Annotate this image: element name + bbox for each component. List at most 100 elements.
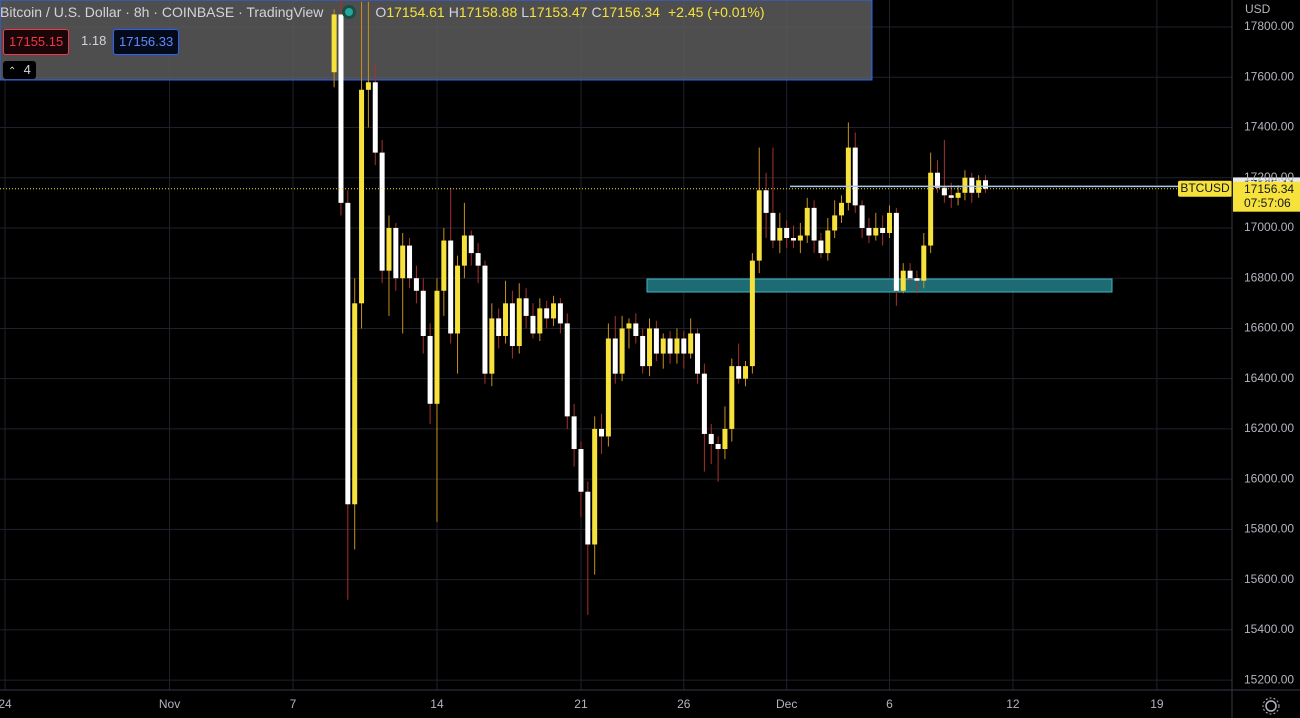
candle-body <box>797 235 803 241</box>
candle-body <box>941 187 947 196</box>
y-tick-label: 17600.00 <box>1244 69 1294 83</box>
candle-body <box>873 227 879 236</box>
ohlc-value: 17154.61 <box>386 4 445 20</box>
y-tick-label: 15600.00 <box>1244 572 1294 586</box>
candle-body <box>647 328 653 367</box>
last-price-label: 17156.34 <box>1244 182 1294 196</box>
x-tick-label: 12 <box>1006 697 1020 711</box>
candle-body <box>722 428 728 450</box>
y-tick-label: 16800.00 <box>1244 270 1294 284</box>
candle-body <box>887 212 893 233</box>
candle-body <box>338 14 344 203</box>
candle-body <box>962 177 968 193</box>
candle-body <box>660 338 666 354</box>
candle-body <box>893 212 899 291</box>
candle-body <box>571 416 577 450</box>
candle-body <box>509 303 515 347</box>
candle-body <box>434 290 440 404</box>
candle-body <box>448 240 454 334</box>
y-tick-label: 16600.00 <box>1244 321 1294 335</box>
candle-body <box>544 308 550 319</box>
x-tick-label: 6 <box>886 697 893 711</box>
candle-body <box>825 230 831 254</box>
candle-body <box>914 278 920 281</box>
candle-body <box>352 303 358 505</box>
ohlc: O17154.61 H17158.88 L17153.47 C17156.34 <box>375 4 664 20</box>
ohlc-key: C <box>591 4 602 20</box>
candle-body <box>818 240 824 254</box>
x-tick-label: Dec <box>776 697 797 711</box>
candle-body <box>715 443 721 450</box>
x-tick-label: 21 <box>574 697 588 711</box>
candle-body <box>365 82 371 90</box>
symbol: Bitcoin / U.S. Dollar · 8h · COINBASE · … <box>0 4 324 20</box>
candle-body <box>537 308 543 334</box>
x-tick-label: 26 <box>677 697 691 711</box>
ohlc-item: O17154.61 <box>375 4 444 20</box>
candle-body <box>688 333 694 354</box>
candle-body <box>612 338 618 374</box>
y-tick-label: 16200.00 <box>1244 421 1294 435</box>
x-tick-label: 19 <box>1150 697 1164 711</box>
candle-body <box>928 172 934 246</box>
candle-body <box>605 338 611 437</box>
candle-body <box>475 253 481 266</box>
candle-body <box>674 338 680 354</box>
symbol-tag <box>1178 180 1232 197</box>
sell-button[interactable]: 17155.15 <box>3 29 70 55</box>
x-tick-label: 14 <box>430 697 444 711</box>
ohlc-key: L <box>521 4 530 20</box>
x-tick-label: 7 <box>290 697 297 711</box>
y-tick-label: 16000.00 <box>1244 471 1294 485</box>
candle-body <box>386 227 392 271</box>
candle-body <box>592 428 598 545</box>
candles <box>331 0 989 615</box>
candle-body <box>400 245 406 279</box>
candle-body <box>407 245 413 279</box>
candle-body <box>900 270 906 291</box>
candle-body <box>866 227 872 236</box>
candle-body <box>667 338 673 354</box>
indicators-toggle[interactable]: ⌃ 4 <box>3 61 36 79</box>
last-price-tag <box>1233 181 1300 212</box>
candle-body <box>729 366 735 429</box>
ohlc-value: 17156.34 <box>601 4 660 20</box>
candle-body <box>743 366 749 379</box>
candle-body <box>804 207 810 236</box>
settings-icon[interactable] <box>1262 697 1280 715</box>
candle-body <box>468 235 474 254</box>
y-tick-label: 15200.00 <box>1244 672 1294 686</box>
candle-body <box>427 335 433 404</box>
candle-body <box>811 207 817 241</box>
y-tick-label: 15400.00 <box>1244 622 1294 636</box>
candle-body <box>681 338 687 354</box>
candle-body <box>763 190 769 213</box>
countdown: 07:57:06 <box>1244 196 1291 210</box>
candle-body <box>503 303 509 336</box>
ohlc-value: 17153.47 <box>529 4 588 20</box>
candle-body <box>756 190 762 261</box>
candle-body <box>845 147 851 203</box>
candle-body <box>578 449 584 492</box>
candle-body <box>345 202 351 505</box>
candle-body <box>633 323 639 336</box>
candle-body <box>331 14 337 73</box>
x-tick-label: Nov <box>159 697 180 711</box>
candle-body <box>557 303 563 324</box>
candle-body <box>372 82 378 153</box>
y-tick-label: 17400.00 <box>1244 120 1294 134</box>
change: +2.45 (+0.01%) <box>667 4 765 20</box>
ohlc-value: 17158.88 <box>458 4 518 20</box>
candle-body <box>482 265 488 374</box>
candle-body <box>359 89 365 304</box>
candle-body <box>880 227 886 233</box>
candle-body <box>749 260 755 367</box>
ohlc-item: C17156.34 <box>591 4 660 20</box>
candle-body <box>489 318 495 374</box>
buy-button[interactable]: 17156.33 <box>113 29 180 55</box>
candle-body <box>832 215 838 231</box>
candle-body <box>413 278 419 291</box>
status-dot <box>345 8 354 16</box>
candle-body <box>496 318 502 336</box>
candle-body <box>784 227 790 239</box>
